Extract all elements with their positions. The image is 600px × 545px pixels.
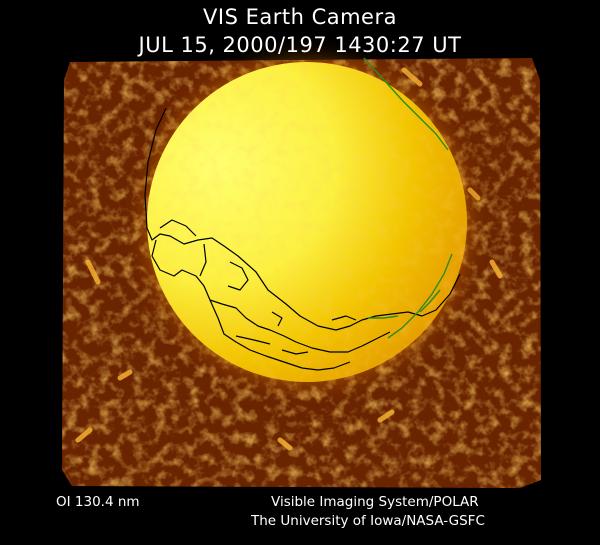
observation-timestamp: JUL 15, 2000/197 1430:27 UT <box>138 33 462 57</box>
institution-label: The University of Iowa/NASA-GSFC <box>251 513 485 529</box>
grid-overlay <box>363 57 453 339</box>
earth-disk <box>147 62 467 382</box>
instrument-label: Visible Imaging System/POLAR <box>271 494 479 510</box>
coastline-overlay <box>144 107 461 371</box>
camera-title: VIS Earth Camera <box>203 5 397 29</box>
wavelength-label: OI 130.4 nm <box>56 494 140 510</box>
